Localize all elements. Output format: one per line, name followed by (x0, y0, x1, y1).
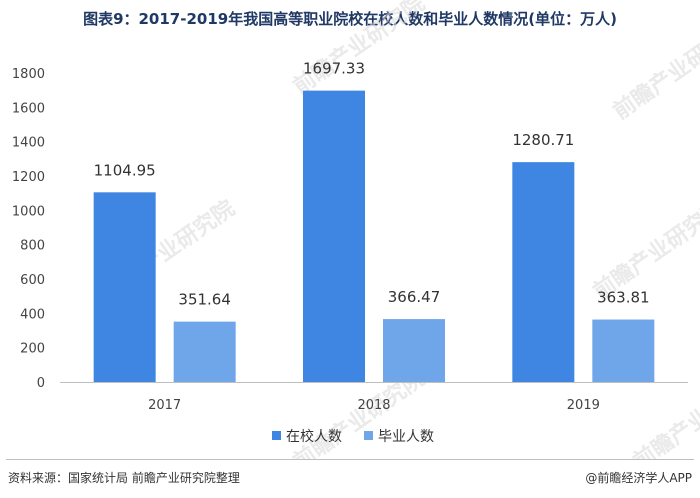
bar-enrolled-2018 (303, 90, 365, 383)
data-label: 363.81 (597, 289, 650, 307)
y-tick-label: 1800 (12, 67, 45, 82)
data-labels: 1104.95 351.64 1697.33 366.47 1280.71 363.81 (94, 60, 650, 309)
bar-enrolled-2017 (93, 192, 156, 382)
legend: 在校人数 毕业人数 (272, 428, 434, 445)
x-tick-label: 2019 (567, 398, 600, 413)
legend-swatch (364, 431, 373, 440)
bar-graduates-2019 (592, 319, 655, 382)
y-axis: 0 200 400 600 800 1000 1200 1400 1600 1800 (12, 67, 45, 391)
legend-swatch (272, 431, 281, 440)
data-label: 1280.71 (512, 131, 574, 149)
source-note: 资料来源：国家统计局 前瞻产业研究院整理 (8, 471, 240, 485)
bars (93, 90, 655, 383)
watermark-text: 前瞻产业研究院 (609, 15, 700, 125)
footer-divider (6, 459, 694, 460)
y-tick-label: 1600 (12, 101, 45, 116)
data-label: 1697.33 (303, 60, 365, 78)
bar-graduates-2018 (383, 319, 445, 382)
data-label: 351.64 (178, 291, 231, 309)
y-tick-label: 0 (37, 376, 45, 391)
y-tick-label: 1200 (12, 170, 45, 185)
legend-label: 毕业人数 (378, 429, 434, 445)
data-label: 1104.95 (94, 161, 156, 179)
y-tick-label: 1000 (12, 204, 45, 219)
bar-enrolled-2019 (512, 162, 575, 382)
x-tick-label: 2018 (357, 398, 390, 413)
y-tick-label: 400 (20, 307, 45, 322)
y-tick-label: 600 (20, 273, 45, 288)
watermark-text: 前瞻产业研究院 (289, 0, 430, 100)
x-axis: 2017 2018 2019 (60, 382, 688, 413)
legend-label: 在校人数 (286, 428, 342, 445)
y-tick-label: 1400 (12, 136, 45, 151)
data-label: 366.47 (388, 288, 441, 306)
x-tick-label: 2017 (148, 398, 181, 413)
y-tick-label: 800 (20, 239, 45, 254)
chart-title: 图表9：2017-2019年我国高等职业院校在校人数和毕业人数情况(单位：万人) (83, 10, 617, 28)
app-credit: @前瞻经济学人APP (585, 471, 692, 485)
bar-graduates-2017 (173, 321, 236, 382)
y-tick-label: 200 (20, 342, 45, 357)
